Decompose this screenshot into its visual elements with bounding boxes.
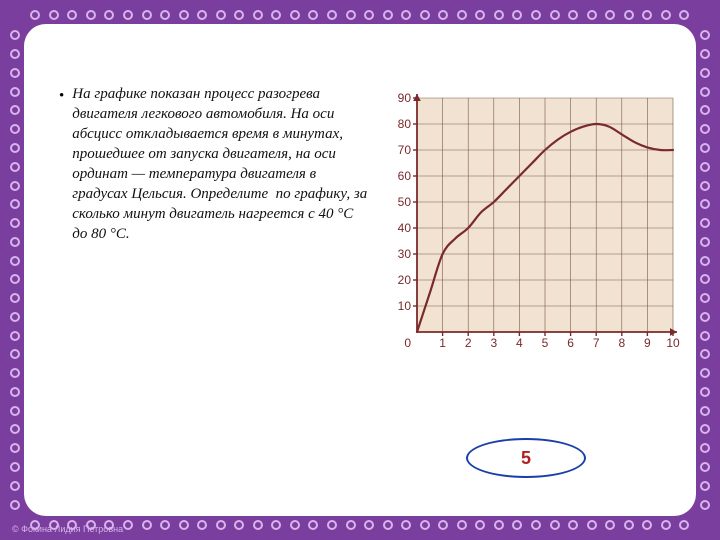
problem-text: На графике показан процесс разогрева дви… — [72, 84, 369, 244]
svg-text:0: 0 — [404, 336, 411, 350]
answer-badge: 5 — [466, 438, 586, 478]
lace-border: • На графике показан процесс разогрева д… — [6, 6, 714, 534]
lace-left — [6, 26, 24, 514]
svg-text:90: 90 — [398, 91, 412, 105]
content-row: • На графике показан процесс разогрева д… — [59, 84, 661, 354]
svg-text:10: 10 — [398, 299, 412, 313]
svg-text:9: 9 — [644, 336, 651, 350]
svg-text:30: 30 — [398, 247, 412, 261]
lace-bottom — [26, 516, 694, 534]
svg-text:2: 2 — [465, 336, 472, 350]
bullet-icon: • — [59, 84, 64, 244]
engine-temp-chart: 1 2 3 4 5 6 7 8 9 10 10 20 30 40 50 60 70 80 90 0 — [387, 84, 687, 354]
svg-text:1: 1 — [439, 336, 446, 350]
svg-text:6: 6 — [567, 336, 574, 350]
svg-text:5: 5 — [542, 336, 549, 350]
answer-value: 5 — [521, 448, 531, 469]
svg-text:20: 20 — [398, 273, 412, 287]
svg-text:60: 60 — [398, 169, 412, 183]
svg-text:7: 7 — [593, 336, 600, 350]
svg-text:70: 70 — [398, 143, 412, 157]
svg-text:8: 8 — [618, 336, 625, 350]
text-column: • На графике показан процесс разогрева д… — [59, 84, 369, 244]
lace-right — [696, 26, 714, 514]
svg-text:3: 3 — [490, 336, 497, 350]
svg-text:4: 4 — [516, 336, 523, 350]
outer-frame: • На графике показан процесс разогрева д… — [0, 0, 720, 540]
chart-column: 1 2 3 4 5 6 7 8 9 10 10 20 30 40 50 60 70 80 90 0 — [387, 84, 687, 354]
copyright-text: © Фокина Лидия Петровна — [12, 524, 123, 534]
svg-text:80: 80 — [398, 117, 412, 131]
lace-top — [26, 6, 694, 24]
svg-text:10: 10 — [666, 336, 680, 350]
svg-text:40: 40 — [398, 221, 412, 235]
svg-text:50: 50 — [398, 195, 412, 209]
inner-card: • На графике показан процесс разогрева д… — [24, 24, 696, 516]
